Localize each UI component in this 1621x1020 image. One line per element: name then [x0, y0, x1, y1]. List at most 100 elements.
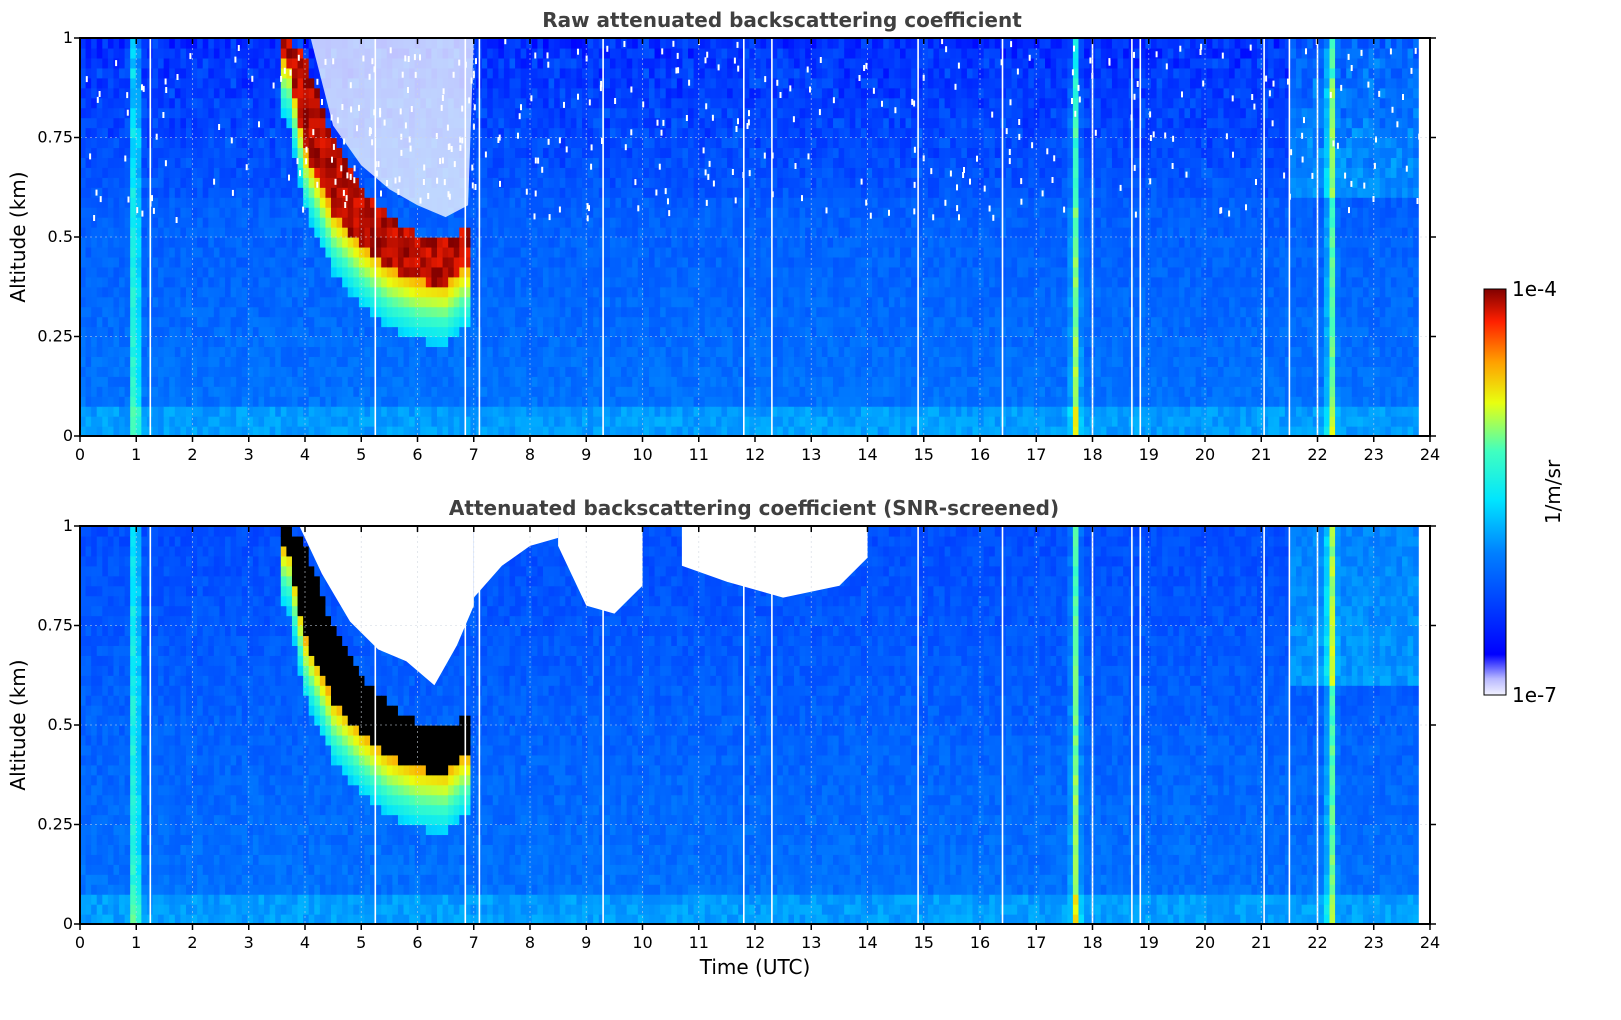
heatmap-cell [609, 266, 617, 278]
heatmap-cell [308, 356, 315, 367]
heatmap-cell [626, 366, 633, 377]
heatmap-cell [191, 396, 198, 407]
heatmap-cell [370, 426, 377, 437]
heatmap-cell [715, 306, 723, 318]
heatmap-cell [598, 147, 605, 158]
heatmap-cell [169, 207, 176, 218]
heatmap-cell [682, 207, 689, 218]
heatmap-cell [80, 127, 87, 139]
heatmap-cell [208, 296, 215, 308]
heatmap-cell [604, 217, 611, 228]
heatmap-cell [727, 306, 734, 318]
heatmap-cell [386, 336, 393, 348]
heatmap-cell [163, 167, 170, 178]
heatmap-cell [676, 127, 684, 139]
heatmap-cell [197, 177, 204, 188]
heatmap-cell [749, 316, 756, 328]
heatmap-cell [593, 256, 600, 268]
heatmap-cell [420, 237, 427, 248]
heatmap-cell [604, 416, 611, 427]
heatmap-cell [754, 366, 762, 377]
heatmap-cell [766, 306, 773, 318]
heatmap-cell [604, 187, 611, 198]
heatmap-cell [258, 276, 265, 288]
heatmap-cell [760, 38, 767, 49]
heatmap-cell [437, 217, 444, 228]
heatmap-cell [308, 167, 315, 178]
heatmap-cell [699, 38, 706, 49]
heatmap-cell [386, 217, 393, 228]
heatmap-cell [621, 376, 628, 387]
heatmap-cell [442, 366, 449, 377]
heatmap-cell [152, 346, 159, 357]
heatmap-cell [386, 256, 393, 268]
heatmap-cell [275, 177, 282, 188]
heatmap-cell [710, 246, 717, 258]
heatmap-cell [492, 187, 499, 198]
heatmap-cell [509, 77, 516, 89]
heatmap-cell [314, 187, 321, 198]
heatmap-cell [264, 306, 271, 318]
heatmap-cell [492, 47, 499, 59]
heatmap-cell [392, 296, 399, 308]
heatmap-cell [682, 246, 689, 258]
heatmap-cell [554, 396, 561, 407]
heatmap-cell [336, 256, 343, 268]
heatmap-cell [370, 316, 377, 328]
heatmap-cell [107, 276, 115, 288]
heatmap-cell [693, 197, 700, 208]
heatmap-cell [130, 67, 137, 79]
heatmap-cell [559, 207, 566, 218]
heatmap-cell [414, 306, 421, 318]
heatmap-cell [732, 386, 739, 397]
heatmap-cell [648, 117, 656, 129]
heatmap-cell [503, 306, 511, 318]
heatmap-cell [174, 406, 182, 417]
heatmap-cell [219, 147, 226, 158]
heatmap-cell [208, 167, 215, 178]
heatmap-cell [570, 57, 578, 69]
heatmap-cell [230, 366, 237, 377]
heatmap-cell [370, 237, 377, 248]
heatmap-cell [542, 177, 550, 188]
heatmap-cell [526, 256, 533, 268]
heatmap-cell [291, 256, 299, 268]
heatmap-cell [448, 266, 455, 278]
heatmap-cell [766, 97, 773, 109]
heatmap-cell [498, 147, 505, 158]
heatmap-cell [626, 137, 633, 149]
heatmap-cell [738, 356, 745, 367]
heatmap-cell [437, 266, 444, 278]
heatmap-cell [576, 67, 583, 79]
heatmap-cell [542, 97, 550, 109]
heatmap-cell [515, 416, 522, 427]
heatmap-cell [682, 97, 689, 109]
heatmap-cell [119, 256, 126, 268]
heatmap-cell [152, 207, 159, 218]
heatmap-cell [531, 246, 539, 258]
heatmap-cell [252, 57, 260, 69]
heatmap-cell [314, 266, 321, 278]
heatmap-cell [531, 346, 539, 357]
heatmap-cell [727, 426, 734, 437]
heatmap-cell [241, 386, 248, 397]
heatmap-cell [130, 237, 137, 248]
heatmap-cell [492, 97, 499, 109]
heatmap-cell [403, 266, 410, 278]
heatmap-cell [609, 137, 617, 149]
heatmap-cell [258, 296, 265, 308]
heatmap-cell [621, 67, 628, 79]
heatmap-cell [308, 147, 315, 158]
heatmap-cell [158, 426, 165, 437]
heatmap-cell [225, 77, 232, 89]
heatmap-cell [604, 426, 611, 437]
heatmap-cell [565, 97, 572, 109]
heatmap-cell [325, 316, 332, 328]
heatmap-cell [180, 107, 187, 119]
heatmap-cell [124, 47, 131, 59]
heatmap-cell [425, 256, 433, 268]
heatmap-cell [247, 316, 254, 328]
heatmap-cell [303, 326, 310, 338]
heatmap-cell [749, 87, 756, 99]
heatmap-cell [158, 207, 165, 218]
